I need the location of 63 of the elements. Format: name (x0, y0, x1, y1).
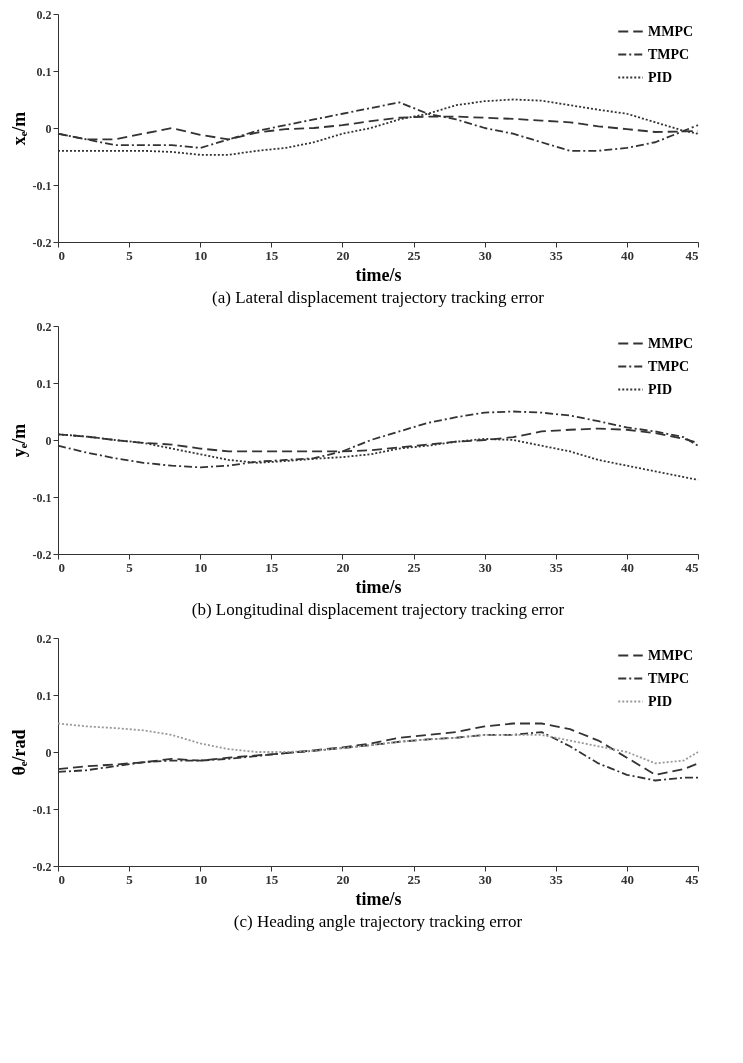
y-tick-label: -0.1 (32, 178, 52, 193)
legend-label: MMPC (648, 335, 694, 351)
legend-label: MMPC (648, 647, 694, 663)
y-tick-label: 0.1 (36, 64, 52, 79)
x-tick-label: 25 (407, 871, 422, 887)
x-tick-label: 15 (265, 247, 279, 263)
x-tick-label: 15 (265, 559, 279, 575)
y-tick-label: 0 (45, 433, 52, 448)
x-tick-label: 15 (265, 871, 279, 887)
y-axis-title: yₑ/m (8, 423, 29, 458)
y-tick-label: 0.2 (36, 319, 52, 334)
x-tick-label: 0 (58, 247, 65, 263)
text: (a) Lateral displacement trajectory tracking error (212, 288, 545, 307)
y-tick-label: -0.2 (32, 547, 52, 562)
x-tick-label: 30 (478, 559, 492, 575)
x-tick-label: 40 (620, 559, 634, 575)
x-tick-label: 45 (685, 559, 699, 575)
x-axis-title: time/s (355, 264, 402, 285)
x-tick-label: 35 (549, 247, 564, 263)
legend-label: MMPC (648, 23, 694, 39)
text: (b) Longitudinal displacement trajectory tracking error (191, 600, 565, 619)
x-tick-label: 30 (478, 247, 492, 263)
x-tick-label: 10 (194, 247, 208, 263)
y-axis-title: θₑ/rad (8, 729, 29, 776)
legend-label: PID (648, 381, 673, 397)
legend-label: TMPC (648, 46, 690, 62)
x-tick-label: 5 (126, 559, 134, 575)
x-tick-label: 5 (126, 247, 134, 263)
x-axis-title: time/s (355, 576, 402, 597)
y-tick-label: 0.1 (36, 688, 52, 703)
x-tick-label: 20 (336, 247, 350, 263)
x-tick-label: 25 (407, 559, 422, 575)
x-tick-label: 5 (126, 871, 134, 887)
x-tick-label: 40 (620, 871, 634, 887)
y-tick-label: -0.1 (32, 802, 52, 817)
y-axis-title: xₑ/m (8, 111, 29, 146)
x-tick-label: 35 (549, 871, 564, 887)
y-tick-label: 0 (45, 121, 52, 136)
x-tick-label: 45 (685, 247, 699, 263)
x-tick-label: 30 (478, 871, 492, 887)
x-tick-label: 20 (336, 559, 350, 575)
x-tick-label: 35 (549, 559, 564, 575)
legend-label: PID (648, 693, 673, 709)
x-tick-label: 10 (194, 871, 208, 887)
y-tick-label: 0.2 (36, 7, 52, 22)
legend-label: TMPC (648, 670, 690, 686)
x-axis-title: time/s (355, 888, 402, 909)
y-tick-label: 0 (45, 745, 52, 760)
y-tick-label: 0.1 (36, 376, 52, 391)
x-tick-label: 45 (685, 871, 699, 887)
x-tick-label: 25 (407, 247, 422, 263)
text: (c) Heading angle trajectory tracking error (233, 912, 523, 931)
y-tick-label: -0.2 (32, 235, 52, 250)
x-tick-label: 40 (620, 247, 634, 263)
y-tick-label: 0.2 (36, 631, 52, 646)
x-tick-label: 10 (194, 559, 208, 575)
x-tick-label: 0 (58, 871, 65, 887)
y-tick-label: -0.2 (32, 859, 52, 874)
legend-label: TMPC (648, 358, 690, 374)
x-tick-label: 20 (336, 871, 350, 887)
legend-label: PID (648, 69, 673, 85)
x-tick-label: 0 (58, 559, 65, 575)
y-tick-label: -0.1 (32, 490, 52, 505)
